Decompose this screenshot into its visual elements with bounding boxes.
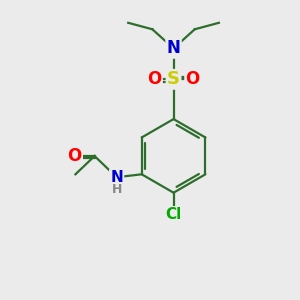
Text: O: O [186,70,200,88]
Text: O: O [68,147,82,165]
Text: S: S [167,70,180,88]
Text: H: H [112,183,122,196]
Text: N: N [167,39,181,57]
Text: N: N [110,170,123,185]
Text: Cl: Cl [165,207,182,222]
Text: O: O [147,70,161,88]
